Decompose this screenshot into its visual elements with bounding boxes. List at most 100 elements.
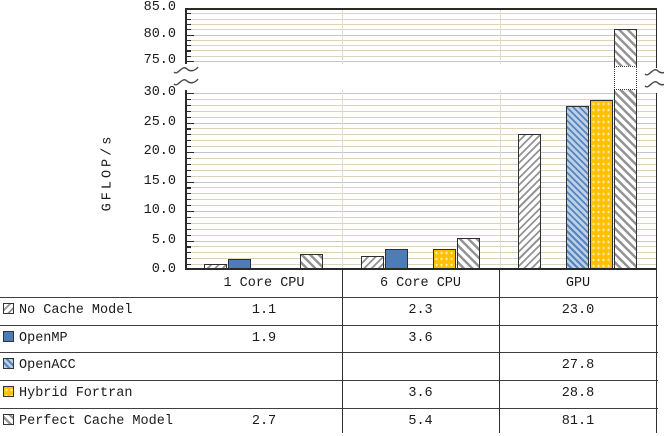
bar-perfect-cache-model-gpu-upper-segment [614, 28, 638, 66]
bar-perfect-cache-model-gpu-lower-segment [614, 90, 638, 270]
table-value: 27.8 [561, 358, 595, 373]
y-axis-tick [186, 246, 191, 248]
table-column-rule [341, 270, 343, 433]
table-rule [0, 408, 658, 409]
gridline-major [186, 181, 656, 183]
table-row: No Cache Model [3, 297, 132, 325]
gridline-minor [186, 228, 656, 230]
y-axis-tick [186, 228, 191, 230]
gridline-major [186, 93, 656, 94]
gridline-minor [186, 193, 656, 195]
gridline-minor [186, 50, 656, 52]
legend-swatch-perfect-cache-model [3, 414, 14, 425]
y-axis-tick [186, 61, 194, 63]
gridline-minor [186, 216, 656, 218]
category-separator [342, 8, 344, 64]
gridline-minor [186, 163, 656, 165]
gridline-minor [186, 140, 656, 142]
y-axis-tick [186, 169, 191, 171]
y-axis-tick [186, 146, 191, 148]
y-axis-tick [186, 199, 191, 201]
y-tick-label: 25.0 [143, 114, 176, 130]
y-tick-label: 20.0 [143, 144, 176, 159]
y-axis-tick [186, 98, 191, 101]
y-axis-tick [186, 29, 191, 31]
table-row: OpenACC [3, 352, 76, 380]
table-value: 5.4 [408, 414, 433, 429]
legend-swatch-hybrid-fortran [3, 386, 14, 397]
table-value: 3.6 [408, 386, 433, 401]
row-label: OpenMP [19, 331, 68, 346]
gridline-minor [186, 258, 656, 260]
table-value [190, 380, 338, 408]
y-axis-tick [186, 93, 194, 95]
legend-swatch-openmp [3, 331, 14, 342]
gridline-minor [186, 205, 656, 207]
row-label: No Cache Model [19, 303, 133, 318]
y-axis-tick [186, 205, 191, 207]
y-axis-tick [186, 152, 194, 154]
category-label-6-core-cpu: 6 Core CPU [379, 276, 461, 291]
gridline-major [186, 122, 656, 124]
bar-openmp-6-core-cpu [384, 248, 408, 270]
gridline-minor [186, 175, 656, 177]
gridline-minor [186, 246, 656, 248]
y-tick-label: 5.0 [151, 232, 176, 248]
y-axis-tick [186, 104, 191, 106]
gridline-minor [186, 169, 656, 171]
y-axis-tick [186, 157, 191, 160]
gridline-minor [186, 199, 656, 201]
bar-hybrid-fortran-gpu [590, 100, 614, 270]
gridline-minor [186, 29, 656, 31]
y-tick-label: 75.0 [143, 53, 176, 68]
row-label: Perfect Cache Model [19, 414, 173, 429]
table-column-rule [498, 270, 500, 433]
y-axis-tick [186, 163, 191, 165]
gridline-minor [186, 116, 656, 118]
x-axis-line [185, 268, 657, 270]
gridline-minor [186, 252, 656, 254]
table-rule [0, 325, 658, 326]
y-axis-tick [186, 45, 191, 47]
gridline-minor [186, 234, 656, 236]
table-rule [0, 297, 658, 298]
y-axis-tick [186, 50, 191, 52]
y-axis-line-lower [185, 90, 187, 270]
gridline-minor [186, 39, 656, 41]
category-label-1-core-cpu: 1 Core CPU [223, 276, 305, 291]
gridline-major [186, 34, 656, 36]
y-axis-tick [186, 252, 191, 254]
table-value: 1.1 [251, 303, 277, 318]
category-separator [342, 90, 344, 270]
y-axis-tick [186, 140, 191, 142]
gridline-minor [186, 13, 656, 15]
gridline-minor [186, 222, 656, 224]
legend-swatch-openacc [3, 358, 14, 369]
right-border-lower [655, 93, 657, 270]
table-value: 28.8 [561, 386, 595, 401]
gridline-minor [186, 128, 656, 130]
y-axis-tick [186, 18, 191, 20]
y-tick-label: 80.0 [143, 26, 176, 42]
table-value: 2.7 [251, 414, 277, 429]
y-axis-tick [186, 264, 191, 266]
table-value: 23.0 [561, 303, 595, 318]
y-axis-tick [186, 55, 191, 57]
table-value: 3.6 [408, 331, 433, 346]
y-axis-tick [186, 211, 194, 213]
gridline-minor [186, 23, 656, 25]
axis-break-squiggle-right [644, 69, 664, 88]
bar-perfect-cache-model-6-core-cpu [456, 238, 480, 270]
y-axis-tick [186, 181, 194, 183]
plot-area [173, 8, 664, 270]
y-axis-tick [186, 187, 191, 189]
bar-openacc-gpu [566, 105, 590, 270]
y-axis-tick [186, 193, 191, 195]
y-tick-label: 85.0 [143, 0, 176, 15]
y-axis-tick [186, 240, 194, 242]
y-axis-tick [186, 234, 191, 236]
table-row: OpenMP [3, 325, 68, 353]
y-axis-line-upper [185, 8, 187, 64]
gridline-major [186, 240, 656, 242]
